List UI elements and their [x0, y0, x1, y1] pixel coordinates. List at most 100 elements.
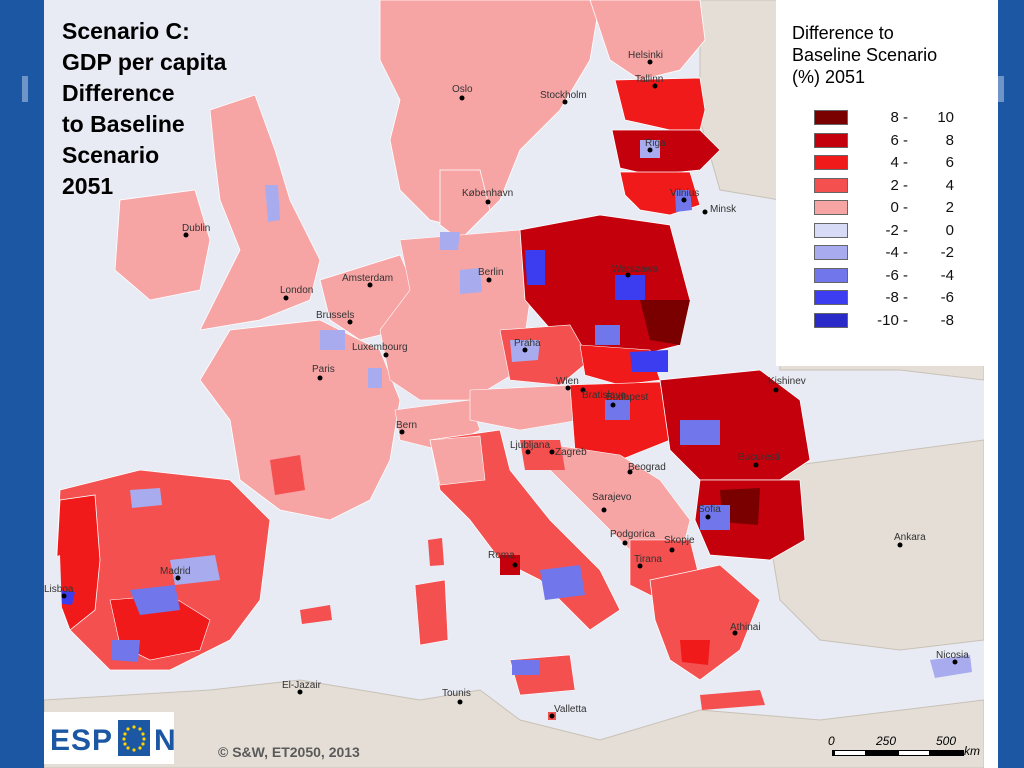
region-crete	[700, 690, 765, 710]
city-zagreb[interactable]: Zagreb	[549, 447, 588, 458]
svg-text:Warszawa: Warszawa	[612, 264, 659, 275]
svg-text:Skopje: Skopje	[664, 535, 695, 546]
city-vilnius[interactable]: Vilnius	[670, 188, 699, 203]
legend-range-low: 8 -	[890, 109, 908, 126]
city-tallinn[interactable]: Tallinn	[635, 74, 663, 89]
legend-title-line: Difference to	[792, 23, 894, 43]
svg-text:Tounis: Tounis	[442, 688, 471, 699]
scale-unit: km	[964, 744, 980, 758]
svg-text:Tallinn: Tallinn	[635, 74, 663, 85]
svg-text:Paris: Paris	[312, 364, 335, 375]
city-bern[interactable]: Bern	[396, 420, 417, 435]
frame-tick	[22, 76, 28, 102]
legend-range-high: 10	[937, 109, 954, 126]
city-ljubljana[interactable]: Ljubljana	[510, 440, 550, 455]
svg-text:Zagreb: Zagreb	[555, 447, 587, 458]
city-warszawa[interactable]: Warszawa	[612, 264, 659, 278]
map-title-line: Scenario C:	[62, 18, 190, 44]
region-france	[199, 319, 401, 521]
city-tounis[interactable]: Tounis	[442, 688, 471, 705]
legend-title-line: (%) 2051	[792, 67, 866, 87]
region-slovenia-croatia	[520, 440, 565, 470]
legend-range-high: -8	[940, 311, 954, 329]
svg-text:Madrid: Madrid	[160, 566, 191, 577]
city-bucuresti[interactable]: Bucuresti	[738, 452, 780, 468]
legend-range-high: -2	[940, 244, 954, 261]
city-amsterdam[interactable]: Amsterdam	[342, 273, 393, 288]
legend-range-low: 6 -	[890, 131, 908, 149]
svg-text:El-Jazair: El-Jazair	[282, 680, 322, 691]
city-paris[interactable]: Paris	[312, 364, 335, 381]
svg-text:Amsterdam: Amsterdam	[342, 273, 393, 284]
city-wien[interactable]: Wien	[556, 376, 579, 391]
city-berlin[interactable]: Berlin	[478, 267, 504, 283]
region-sardinia	[414, 579, 449, 646]
city-sarajevo[interactable]: Sarajevo	[592, 492, 632, 513]
scale-tick-label: 500	[936, 734, 957, 748]
region-poland-blue-1	[525, 250, 545, 285]
legend-row: 0 - 2	[814, 198, 984, 218]
espon-logo-left: ESP	[50, 724, 114, 757]
city-bratislava[interactable]: Bratislava	[580, 387, 627, 402]
region-romania-blue	[680, 420, 720, 445]
region-balearic	[300, 605, 332, 624]
city-podgorica[interactable]: Podgorica	[610, 529, 655, 546]
region-greece-red	[680, 640, 710, 665]
city-tirana[interactable]: Tirana	[634, 554, 662, 569]
region-cyprus	[930, 655, 972, 678]
city-ankara[interactable]: Ankara	[894, 532, 926, 548]
city-el-jazair[interactable]: El-Jazair	[282, 680, 322, 695]
svg-text:Ljubljana: Ljubljana	[510, 440, 550, 451]
city-sofia[interactable]: Sofia	[698, 504, 721, 520]
region-corsica	[428, 538, 444, 566]
svg-text:Bratislava: Bratislava	[582, 390, 626, 401]
legend-row: -8 - -6	[814, 288, 984, 308]
scale-bar: 0 250 500 km	[818, 730, 988, 766]
city-stockholm[interactable]: Stockholm	[540, 90, 587, 105]
region-budapest-blue	[605, 400, 630, 420]
city-layer: Helsinki Oslo Stockholm Tallinn Riga Vil…	[44, 50, 969, 719]
map-title-line: Difference	[62, 80, 175, 106]
svg-text:Sarajevo: Sarajevo	[592, 492, 632, 503]
legend-range-high: -6	[940, 289, 954, 306]
region-germany-blue-1	[460, 268, 482, 294]
svg-text:Athinai: Athinai	[730, 622, 761, 633]
region-hungary	[569, 381, 671, 461]
city-budapest[interactable]: Budapest	[606, 392, 648, 408]
city-minsk[interactable]: Minsk	[702, 204, 738, 215]
city-brussels[interactable]: Brussels	[316, 310, 354, 325]
region-rome	[500, 555, 520, 575]
city-kobenhavn[interactable]: København	[462, 188, 513, 205]
city-nicosia[interactable]: Nicosia	[936, 650, 969, 665]
city-madrid[interactable]: Madrid	[160, 566, 191, 581]
city-roma[interactable]: Roma	[488, 550, 518, 568]
region-france-blue	[320, 330, 345, 350]
legend-range-low: -10 -	[877, 311, 908, 329]
svg-text:Helsinki: Helsinki	[628, 50, 663, 61]
city-athinai[interactable]: Athinai	[730, 622, 761, 636]
city-riga[interactable]: Riga	[645, 138, 666, 153]
right-frame-bar	[998, 0, 1024, 768]
city-lisboa[interactable]: Lisboa	[44, 584, 74, 599]
city-beograd[interactable]: Beograd	[627, 462, 666, 475]
city-luxembourg[interactable]: Luxembourg	[352, 342, 408, 358]
legend-range-high: 6	[945, 154, 954, 171]
espon-logo: ESP N	[44, 712, 176, 764]
city-helsinki[interactable]: Helsinki	[628, 50, 663, 65]
region-italy-blue	[540, 565, 585, 600]
city-skopje[interactable]: Skopje	[664, 535, 695, 553]
map-title-line: Scenario	[62, 142, 160, 168]
region-poland-blue-3	[595, 325, 620, 345]
city-london[interactable]: London	[280, 285, 313, 301]
north-africa-land	[44, 679, 984, 768]
city-valletta[interactable]: Valletta	[549, 704, 588, 719]
svg-text:Riga: Riga	[645, 138, 666, 149]
left-frame-bar	[0, 0, 44, 768]
city-oslo[interactable]: Oslo	[452, 84, 473, 101]
svg-text:Vilnius: Vilnius	[670, 188, 699, 199]
city-praha[interactable]: Praha	[514, 338, 541, 353]
city-dublin[interactable]: Dublin	[182, 223, 210, 238]
legend-row: 6 - 8	[814, 131, 984, 151]
city-kishinev[interactable]: Kishinev	[768, 376, 806, 393]
svg-text:Brussels: Brussels	[316, 310, 354, 321]
